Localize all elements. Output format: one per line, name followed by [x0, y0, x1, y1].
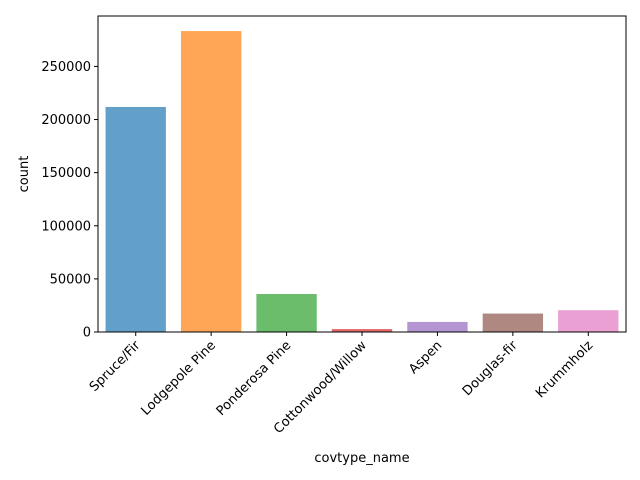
- plot-frame: [97, 15, 627, 333]
- y-ticks-group: 0 50000 100000 150000 200000 250000: [41, 60, 98, 341]
- bar-douglas-fir: [482, 313, 544, 332]
- bar-cottonwood-willow: [331, 329, 393, 332]
- bar-aspen: [407, 321, 468, 332]
- x-tick-label: Aspen: [406, 338, 445, 377]
- bar-ponderosa-pine: [256, 294, 317, 332]
- bars-group: [105, 31, 619, 333]
- y-tick-label: 200000: [41, 113, 91, 128]
- x-tick-label: Lodgepole Pine: [138, 338, 218, 418]
- x-tick-label: Krummholz: [533, 338, 596, 401]
- bar-krummholz: [558, 310, 619, 332]
- x-axis-label: covtype_name: [314, 451, 409, 466]
- x-tick-label: Ponderosa Pine: [214, 338, 295, 419]
- y-tick-label: 100000: [41, 219, 91, 234]
- bar-spruce-fir: [105, 106, 166, 333]
- y-tick-label: 150000: [41, 166, 91, 181]
- x-tick-label: Douglas-fir: [460, 338, 521, 399]
- x-tick-label: Spruce/Fir: [87, 338, 144, 395]
- y-tick-label: 50000: [50, 272, 91, 287]
- y-tick-label: 0: [83, 326, 91, 341]
- y-tick-label: 250000: [41, 60, 91, 75]
- y-axis-label: count: [17, 156, 32, 193]
- bar-lodgepole-pine: [180, 31, 242, 332]
